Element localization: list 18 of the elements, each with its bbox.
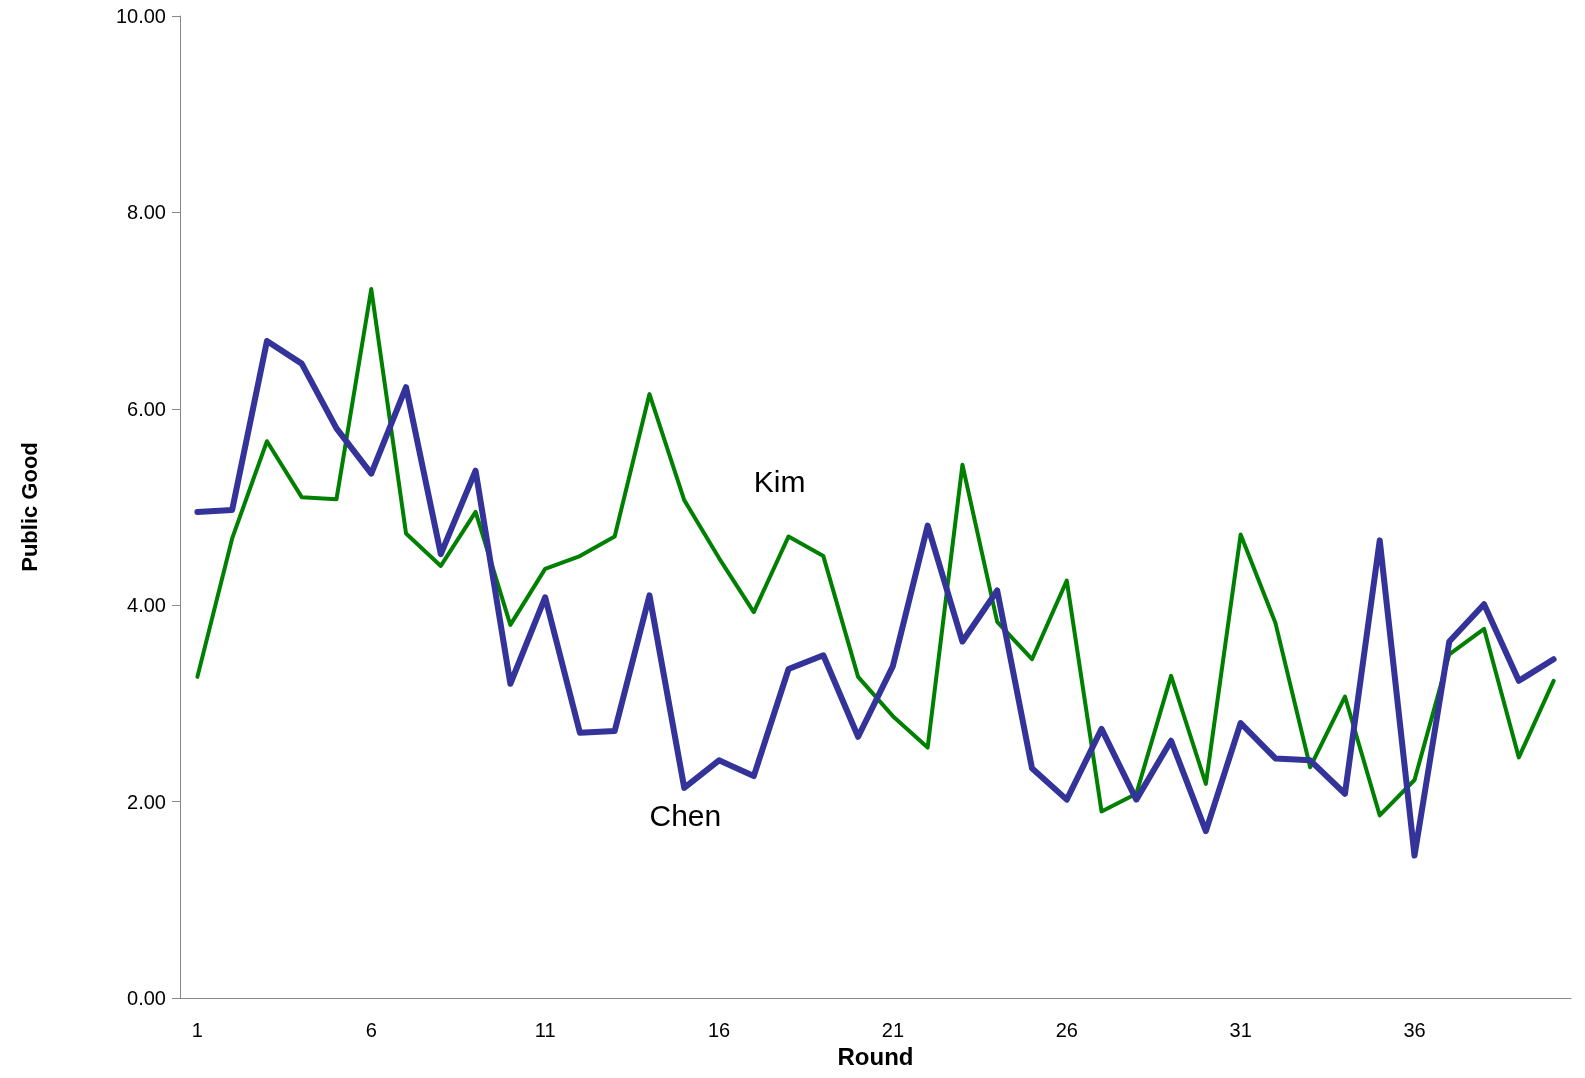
y-tick-label: 4.00	[127, 594, 166, 617]
y-tick-label: 6.00	[127, 397, 166, 420]
x-tick-label: 31	[1229, 1019, 1252, 1041]
series-label: Chen	[649, 798, 722, 832]
x-tick-label: 1	[191, 1019, 203, 1041]
y-axis-title: Public Good	[16, 442, 42, 572]
x-tick-label: 21	[881, 1019, 905, 1041]
x-tick-label: 36	[1403, 1019, 1426, 1041]
x-tick-label: 26	[1055, 1019, 1078, 1041]
x-tick-label: 6	[365, 1019, 377, 1041]
y-tick-label: 8.00	[127, 201, 166, 224]
y-tick-label: 0.00	[127, 987, 166, 1009]
y-tick-label: 10.00	[115, 5, 166, 27]
x-tick-label: 16	[707, 1019, 731, 1041]
x-axis-title: Round	[837, 1043, 914, 1071]
y-tick-label: 2.00	[127, 790, 166, 813]
series-label: Kim	[753, 464, 806, 498]
x-tick-label: 11	[534, 1019, 556, 1041]
